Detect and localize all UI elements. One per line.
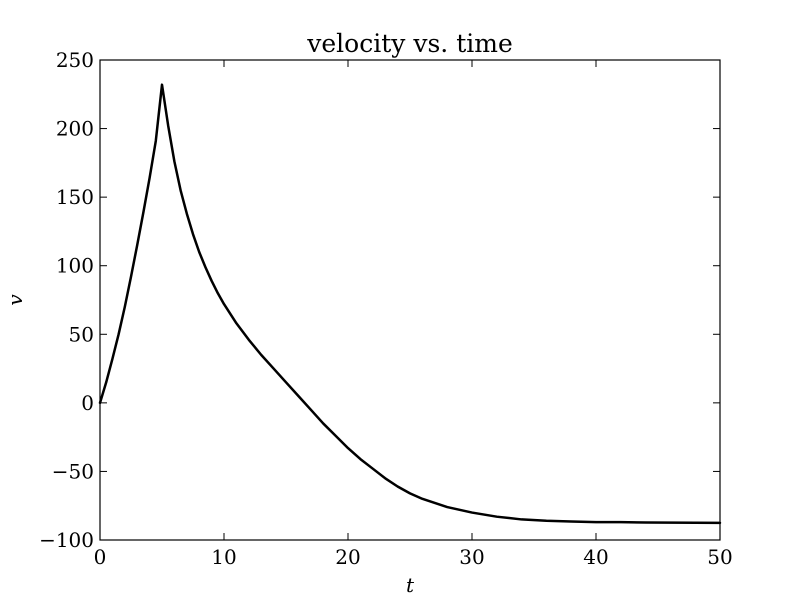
y-tick-label: 250 bbox=[56, 48, 94, 72]
x-tick-label: 40 bbox=[583, 545, 608, 569]
y-tick-label: 100 bbox=[56, 254, 94, 278]
x-tick-label: 50 bbox=[707, 545, 732, 569]
plot-frame bbox=[99, 59, 721, 541]
x-tick-label: 0 bbox=[94, 545, 107, 569]
y-tick-label: −50 bbox=[52, 459, 94, 483]
axis-ticks bbox=[99, 59, 721, 541]
y-tick-label: 50 bbox=[69, 322, 94, 346]
x-tick-label: 30 bbox=[459, 545, 484, 569]
y-tick-label: 200 bbox=[56, 117, 94, 141]
plot-area bbox=[99, 59, 721, 541]
x-tick-label: 20 bbox=[335, 545, 360, 569]
chart-title: velocity vs. time bbox=[306, 29, 512, 58]
series-group bbox=[98, 83, 722, 525]
y-tick-label: 150 bbox=[56, 185, 94, 209]
x-tick-label: 10 bbox=[211, 545, 236, 569]
y-axis-label: v bbox=[3, 294, 27, 306]
x-axis-label: t bbox=[406, 573, 415, 597]
y-tick-label: 0 bbox=[81, 391, 94, 415]
y-tick-label: −100 bbox=[39, 528, 94, 552]
y-tick-labels: −100 −50 0 50 100 150 200 250 bbox=[39, 48, 94, 552]
x-tick-labels: 0 10 20 30 40 50 bbox=[94, 545, 733, 569]
velocity-series-line bbox=[98, 83, 722, 525]
